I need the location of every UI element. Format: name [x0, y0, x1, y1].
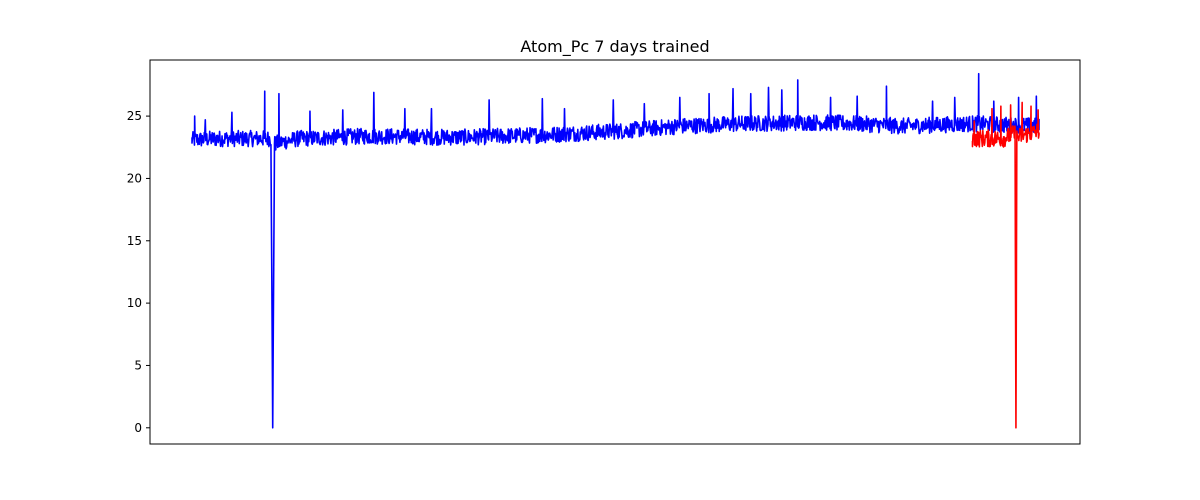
- series-layer: [191, 72, 1040, 429]
- y-tick-label: 0: [134, 421, 142, 435]
- y-axis: 0 5 10 15 20 25: [127, 109, 150, 435]
- y-tick-label: 10: [127, 296, 142, 310]
- y-tick-label: 15: [127, 234, 142, 248]
- y-tick-label: 5: [134, 358, 142, 372]
- plot-frame: [149, 59, 1081, 445]
- chart-title: Atom_Pc 7 days trained: [520, 37, 709, 57]
- series-line-2: [971, 101, 1040, 429]
- y-tick-label: 20: [127, 171, 142, 185]
- series-line-1: [191, 72, 1040, 429]
- y-tick-label: 25: [127, 109, 142, 123]
